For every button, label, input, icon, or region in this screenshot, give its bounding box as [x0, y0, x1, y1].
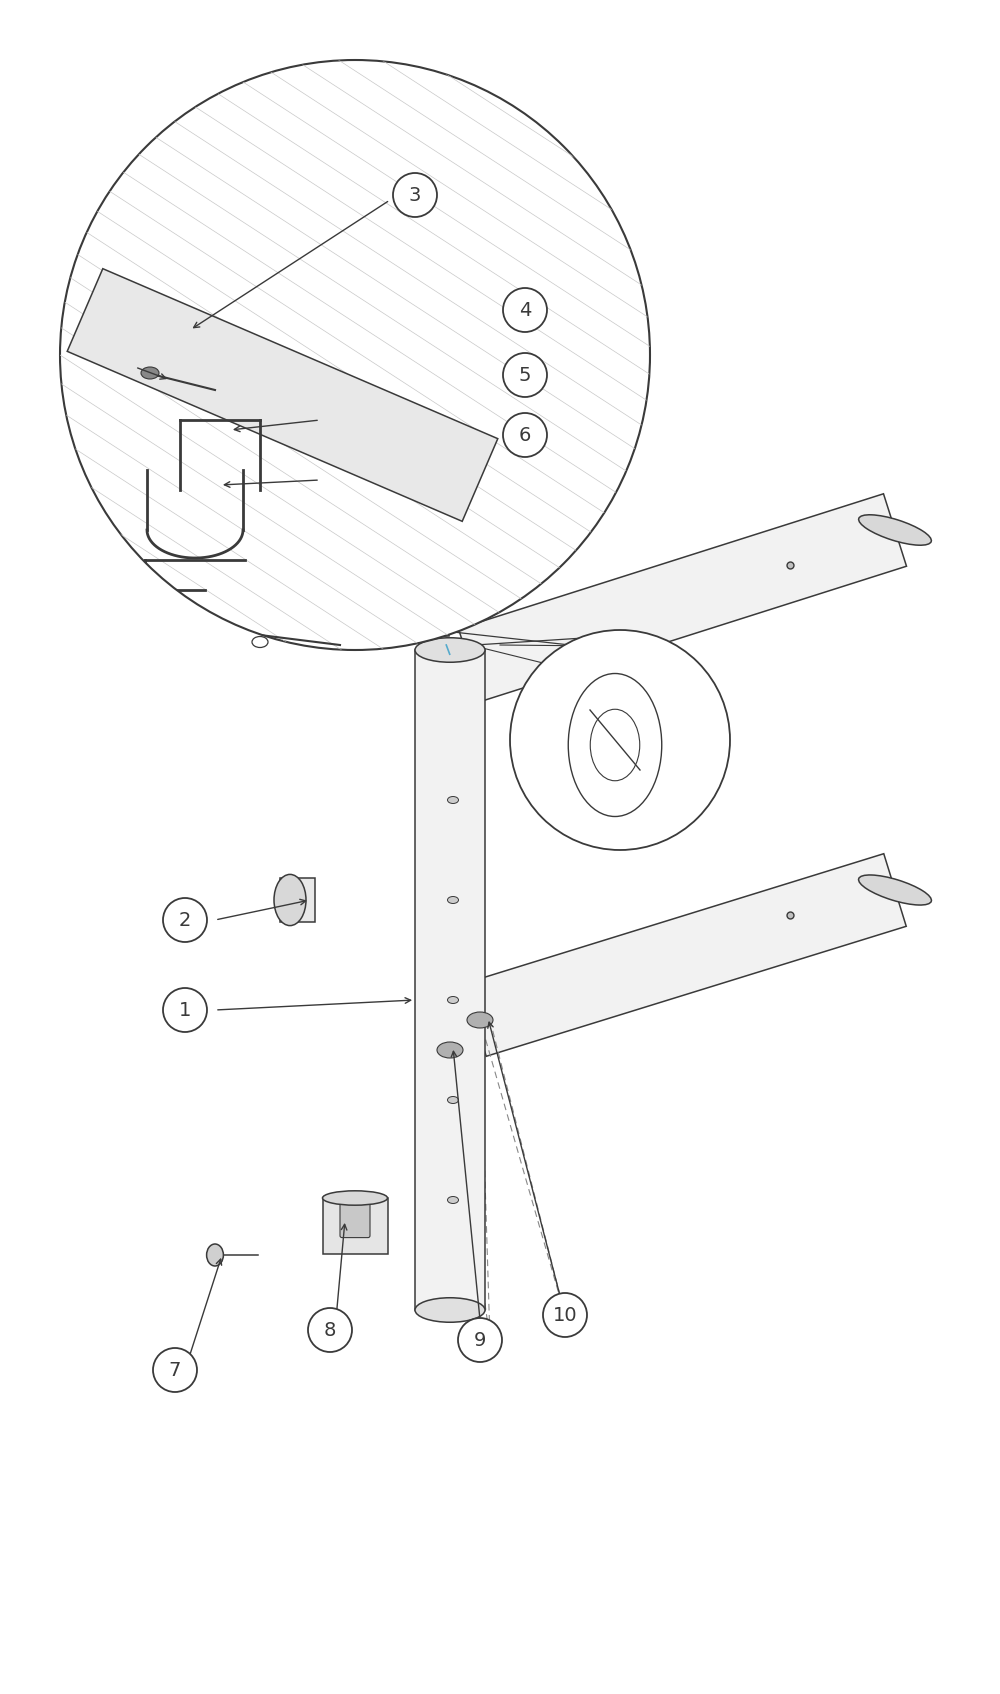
Ellipse shape [401, 595, 449, 622]
Polygon shape [458, 493, 907, 701]
Ellipse shape [859, 876, 931, 905]
Text: 7: 7 [169, 1360, 181, 1379]
Ellipse shape [448, 1196, 458, 1203]
Ellipse shape [448, 796, 458, 803]
Circle shape [543, 1293, 587, 1337]
Circle shape [308, 1308, 352, 1352]
Circle shape [503, 413, 547, 457]
Ellipse shape [274, 874, 306, 925]
Text: 2: 2 [179, 910, 191, 930]
Circle shape [163, 898, 207, 942]
Ellipse shape [322, 1191, 388, 1204]
Circle shape [163, 988, 207, 1032]
Ellipse shape [448, 896, 458, 903]
Text: 5: 5 [519, 366, 531, 385]
Ellipse shape [207, 1243, 223, 1265]
Polygon shape [280, 877, 315, 923]
Text: 3: 3 [409, 186, 421, 205]
Polygon shape [67, 269, 498, 522]
Ellipse shape [252, 637, 268, 647]
Text: 9: 9 [474, 1330, 486, 1350]
Ellipse shape [467, 1011, 493, 1028]
Polygon shape [322, 1198, 388, 1254]
Text: 1: 1 [179, 1001, 191, 1020]
Circle shape [503, 352, 547, 396]
Text: 6: 6 [519, 425, 531, 444]
Circle shape [153, 1348, 197, 1392]
Circle shape [60, 59, 650, 650]
Polygon shape [401, 608, 449, 635]
Ellipse shape [437, 1042, 463, 1059]
Ellipse shape [859, 515, 931, 545]
Ellipse shape [415, 1298, 485, 1323]
Circle shape [458, 1318, 502, 1362]
Circle shape [503, 288, 547, 332]
Ellipse shape [141, 368, 159, 379]
Text: 10: 10 [553, 1306, 577, 1325]
Ellipse shape [448, 1096, 458, 1103]
Polygon shape [464, 854, 906, 1057]
Text: 4: 4 [519, 300, 531, 320]
Polygon shape [415, 650, 485, 1309]
Circle shape [393, 173, 437, 217]
Ellipse shape [448, 996, 458, 1003]
Text: 8: 8 [324, 1321, 336, 1340]
FancyBboxPatch shape [340, 1199, 370, 1238]
Circle shape [510, 630, 730, 850]
Ellipse shape [415, 637, 485, 662]
